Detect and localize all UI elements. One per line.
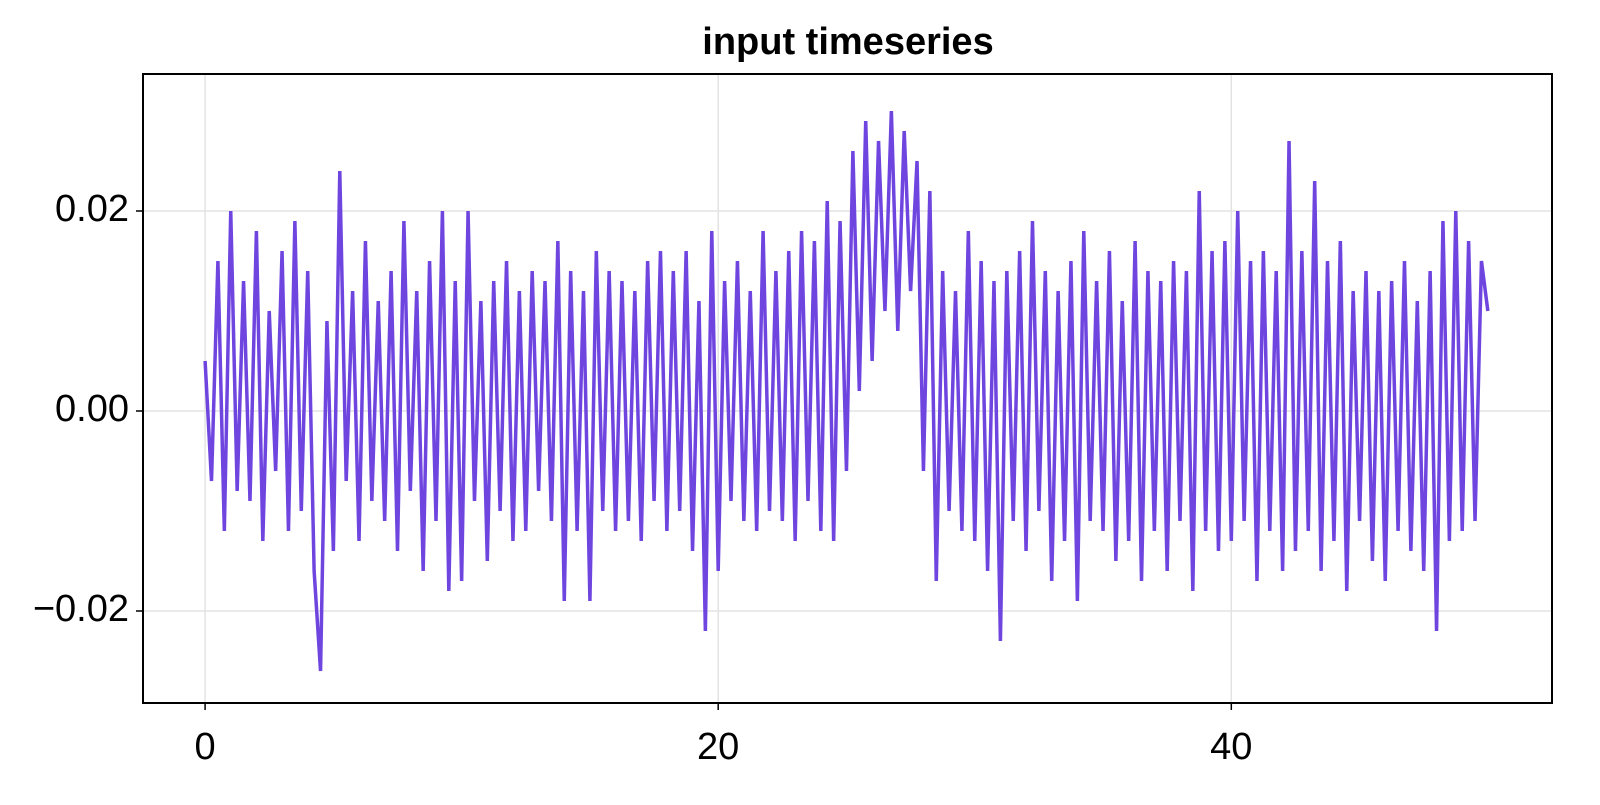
y-tick-label: 0.00 <box>55 388 129 430</box>
plot-area <box>203 110 1490 672</box>
chart-title: input timeseries <box>702 21 993 63</box>
x-tick-label: 20 <box>697 726 739 768</box>
x-tick-label: 40 <box>1210 726 1252 768</box>
y-tick-label: 0.02 <box>55 188 129 230</box>
line-series <box>203 110 1490 672</box>
y-tick-label: −0.02 <box>33 588 129 630</box>
x-tick-label: 0 <box>195 726 216 768</box>
frame <box>142 73 1553 704</box>
